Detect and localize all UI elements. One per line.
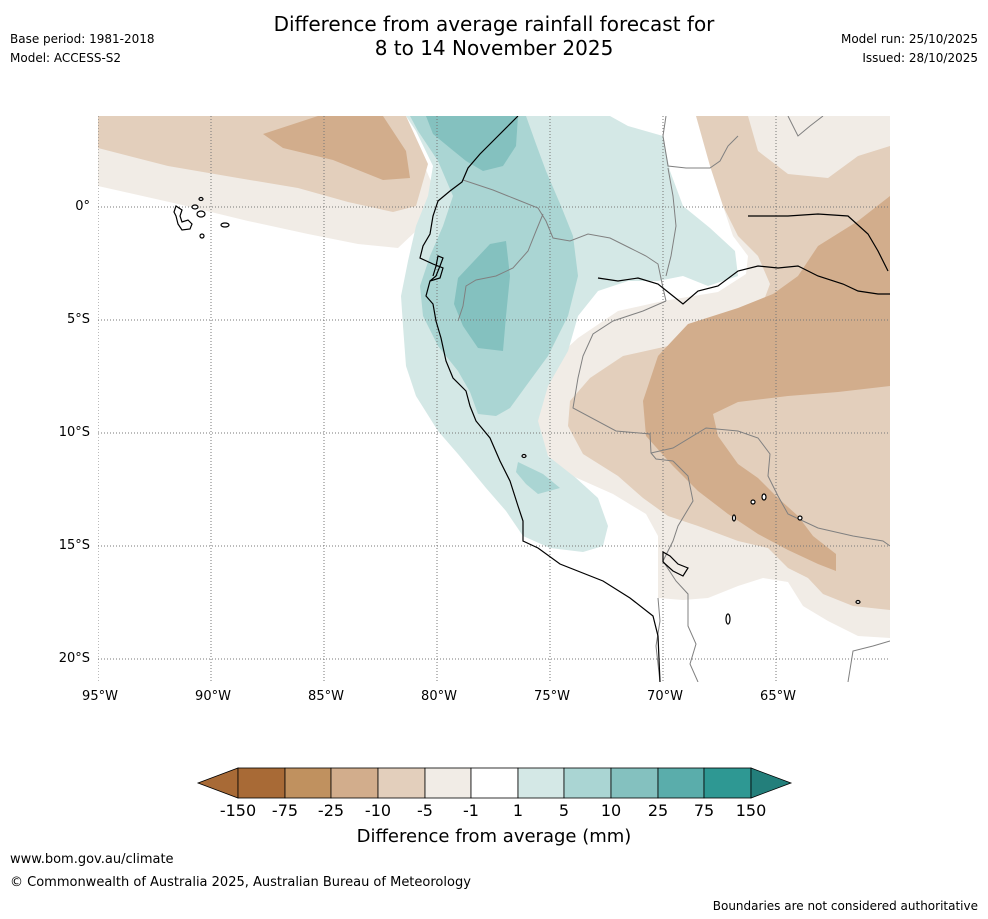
colorbar-tick-label: 25 xyxy=(647,801,669,820)
border-ecuador-peru xyxy=(457,213,544,322)
lake-marker-3 xyxy=(731,514,737,522)
colorbar-tick-label: 10 xyxy=(600,801,622,820)
model-run-date: Model run: 25/10/2025 xyxy=(840,32,978,46)
colorbar-title: Difference from average (mm) xyxy=(356,826,632,847)
galapagos-santa-cruz xyxy=(196,210,206,218)
coast-amazon-river-north xyxy=(748,213,889,272)
country-borders xyxy=(457,116,890,682)
boundary-disclaimer: Boundaries are not considered authoritat… xyxy=(712,899,978,913)
lat-label: 20°S xyxy=(58,651,90,666)
border-chile-argentina xyxy=(655,597,661,682)
colorbar-segment xyxy=(517,767,565,799)
anomaly-wet-10-north xyxy=(426,116,518,171)
base-period: Base period: 1981-2018 xyxy=(10,32,155,46)
galapagos-san-cristobal xyxy=(220,222,230,228)
lon-label: 70°W xyxy=(647,689,683,704)
colorbar-tick-label: 150 xyxy=(735,801,767,820)
border-colombia-ecuador-peru xyxy=(462,179,667,302)
lat-label: 15°S xyxy=(58,538,90,553)
rainfall-anomaly-map xyxy=(98,116,890,682)
anomaly-dry-25-nw xyxy=(263,116,410,180)
lake-marker-4 xyxy=(797,515,803,521)
border-argentina-paraguay xyxy=(847,640,890,682)
colorbar-segment xyxy=(470,767,519,799)
colorbar-tick-label: -1 xyxy=(463,801,479,820)
chart-title: Difference from average rainfall forecas… xyxy=(0,12,988,60)
colorbar-segment xyxy=(657,767,705,799)
island-peru-coast xyxy=(521,453,527,459)
colorbar-tick-label: 5 xyxy=(558,801,570,820)
anomaly-dry-25-east xyxy=(643,196,890,571)
coastlines xyxy=(419,116,890,682)
colorbar-segment xyxy=(563,767,612,799)
model-name: Model: ACCESS-S2 xyxy=(10,51,122,65)
coast-pacific xyxy=(419,116,661,682)
colorbar-segment xyxy=(237,767,286,799)
lon-label: 95°W xyxy=(82,689,118,704)
border-peru-bolivia xyxy=(662,460,694,562)
galapagos-espanola xyxy=(199,233,205,239)
colorbar-tick-label: -25 xyxy=(317,801,345,820)
border-peru-brazil xyxy=(572,300,674,462)
coast-gulf-of-guayaquil xyxy=(429,255,444,282)
issued-date: Issued: 28/10/2025 xyxy=(862,51,978,65)
colorbar-tick-label: 75 xyxy=(693,801,715,820)
colorbar-tick-label: -150 xyxy=(219,801,257,820)
colorbar-segment xyxy=(284,767,332,799)
colorbar-tick-label: -75 xyxy=(271,801,299,820)
colorbar-tick-label: -5 xyxy=(417,801,433,820)
islands xyxy=(173,196,861,625)
lake-marker-6 xyxy=(855,599,861,605)
anomaly-wet-5-patch xyxy=(516,462,560,494)
border-venezuela-guyana xyxy=(787,116,824,137)
anomaly-wet-10-coast xyxy=(454,241,510,351)
lake-marker-1 xyxy=(750,499,756,505)
lon-label: 85°W xyxy=(308,689,344,704)
title-line-2: 8 to 14 November 2025 xyxy=(374,36,614,60)
coast-lake-titicaca xyxy=(662,550,689,577)
lon-label: 80°W xyxy=(421,689,457,704)
colorbar-tick-label: -10 xyxy=(364,801,392,820)
lat-label: 5°S xyxy=(66,312,90,327)
colorbar-segment xyxy=(610,767,659,799)
copyright-notice: © Commonwealth of Australia 2025, Austra… xyxy=(10,875,471,890)
lat-label: 10°S xyxy=(58,425,90,440)
lon-label: 75°W xyxy=(534,689,570,704)
border-chile-bolivia xyxy=(662,560,699,682)
border-colombia-brazil xyxy=(665,167,677,277)
title-line-1: Difference from average rainfall forecas… xyxy=(273,12,715,36)
border-colombia-venezuela xyxy=(662,116,739,169)
border-bolivia xyxy=(650,427,890,547)
colorbar xyxy=(196,767,793,799)
colorbar-extend-dry xyxy=(196,767,239,799)
galapagos-isabela xyxy=(173,205,193,231)
colorbar-segment xyxy=(330,767,379,799)
colorbar-segment xyxy=(424,767,472,799)
colorbar-tick-label: 1 xyxy=(512,801,524,820)
coast-amazon-river xyxy=(597,265,890,305)
lake-marker-2 xyxy=(761,493,767,501)
colorbar-segment xyxy=(703,767,752,799)
website-link[interactable]: www.bom.gov.au/climate xyxy=(10,852,174,867)
galapagos-genovesa xyxy=(198,196,204,202)
lat-label: 0° xyxy=(75,199,90,214)
colorbar-segment xyxy=(377,767,426,799)
lon-label: 65°W xyxy=(760,689,796,704)
galapagos-santiago xyxy=(191,204,199,210)
map-gridlines xyxy=(98,116,890,682)
lake-marker-5 xyxy=(725,613,731,625)
lon-label: 90°W xyxy=(195,689,231,704)
colorbar-extend-wet xyxy=(750,767,793,799)
